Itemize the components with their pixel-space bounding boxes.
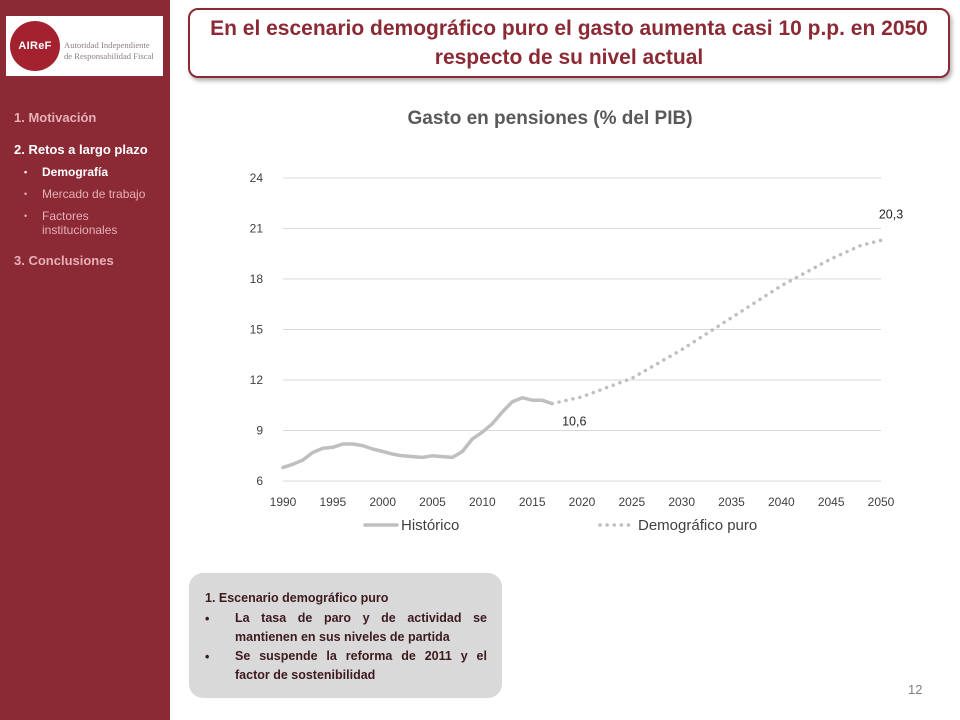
nav-sub-label: Demografía <box>42 165 109 179</box>
slide-title-box: En el escenario demográfico puro el gast… <box>188 8 950 78</box>
y-tick-label: 21 <box>250 222 264 236</box>
x-tick-label: 1990 <box>270 495 297 509</box>
logo-text: Autoridad Independiente de Responsabilid… <box>64 40 162 62</box>
nav-sub-label: Factores institucionales <box>42 209 118 237</box>
legend-label: Histórico <box>401 517 459 534</box>
slide-title: En el escenario demográfico puro el gast… <box>210 17 928 69</box>
bullet-icon: • <box>24 189 28 199</box>
y-tick-label: 15 <box>250 323 264 337</box>
x-tick-label: 2040 <box>768 495 795 509</box>
note-bullet-1: La tasa de paro y de actividad se mantie… <box>235 611 487 644</box>
y-tick-label: 6 <box>256 474 263 488</box>
chart-title: Gasto en pensiones (% del PIB) <box>407 108 693 129</box>
data-label: 20,3 <box>879 207 903 221</box>
sidebar: AIReF Autoridad Independiente de Respons… <box>0 0 170 720</box>
x-tick-label: 2050 <box>868 495 895 509</box>
note-box: 1. Escenario demográfico puro • La tasa … <box>189 573 502 698</box>
bullet-icon: • <box>205 612 210 626</box>
x-tick-label: 2015 <box>519 495 546 509</box>
x-tick-label: 2030 <box>668 495 695 509</box>
data-label: 10,6 <box>562 415 586 429</box>
note-heading: 1. Escenario demográfico puro <box>205 591 389 605</box>
line-chart: 6 9 12 15 18 21 24 1990 1995 2000 2005 2010 2015 2020… <box>250 171 904 534</box>
page-number: 12 <box>908 682 923 697</box>
y-tick-label: 18 <box>250 272 264 286</box>
x-tick-label: 2010 <box>469 495 496 509</box>
bullet-icon: • <box>205 650 210 664</box>
x-tick-label: 2000 <box>369 495 396 509</box>
note-bullet-2: Se suspende la reforma de 2011 y el fact… <box>235 649 487 682</box>
logo-mark: AIReF <box>10 21 60 71</box>
nav-item-retos[interactable]: 2. Retos a largo plazo <box>14 142 148 157</box>
logo: AIReF Autoridad Independiente de Respons… <box>6 16 163 76</box>
x-tick-label: 1995 <box>319 495 346 509</box>
x-tick-label: 2025 <box>618 495 645 509</box>
legend-label: Demográfico puro <box>638 517 757 534</box>
series-line-2 <box>550 238 883 406</box>
nav-item-motivacion[interactable]: 1. Motivación <box>14 110 97 125</box>
x-tick-label: 2035 <box>718 495 745 509</box>
bullet-icon: • <box>24 211 28 221</box>
y-tick-label: 24 <box>250 171 264 185</box>
logo-line-1: Autoridad Independiente <box>64 40 150 50</box>
x-tick-label: 2045 <box>818 495 845 509</box>
logo-line-2: de Responsabilidad Fiscal <box>64 51 154 61</box>
nav-sub-label: Mercado de trabajo <box>42 187 146 201</box>
y-tick-label: 12 <box>250 373 264 387</box>
x-tick-label: 2005 <box>419 495 446 509</box>
x-tick-label: 2020 <box>569 495 596 509</box>
nav-item-conclusiones[interactable]: 3. Conclusiones <box>14 253 114 268</box>
bullet-icon: • <box>24 167 28 177</box>
y-tick-label: 9 <box>256 424 263 438</box>
series-line-1 <box>281 395 554 470</box>
